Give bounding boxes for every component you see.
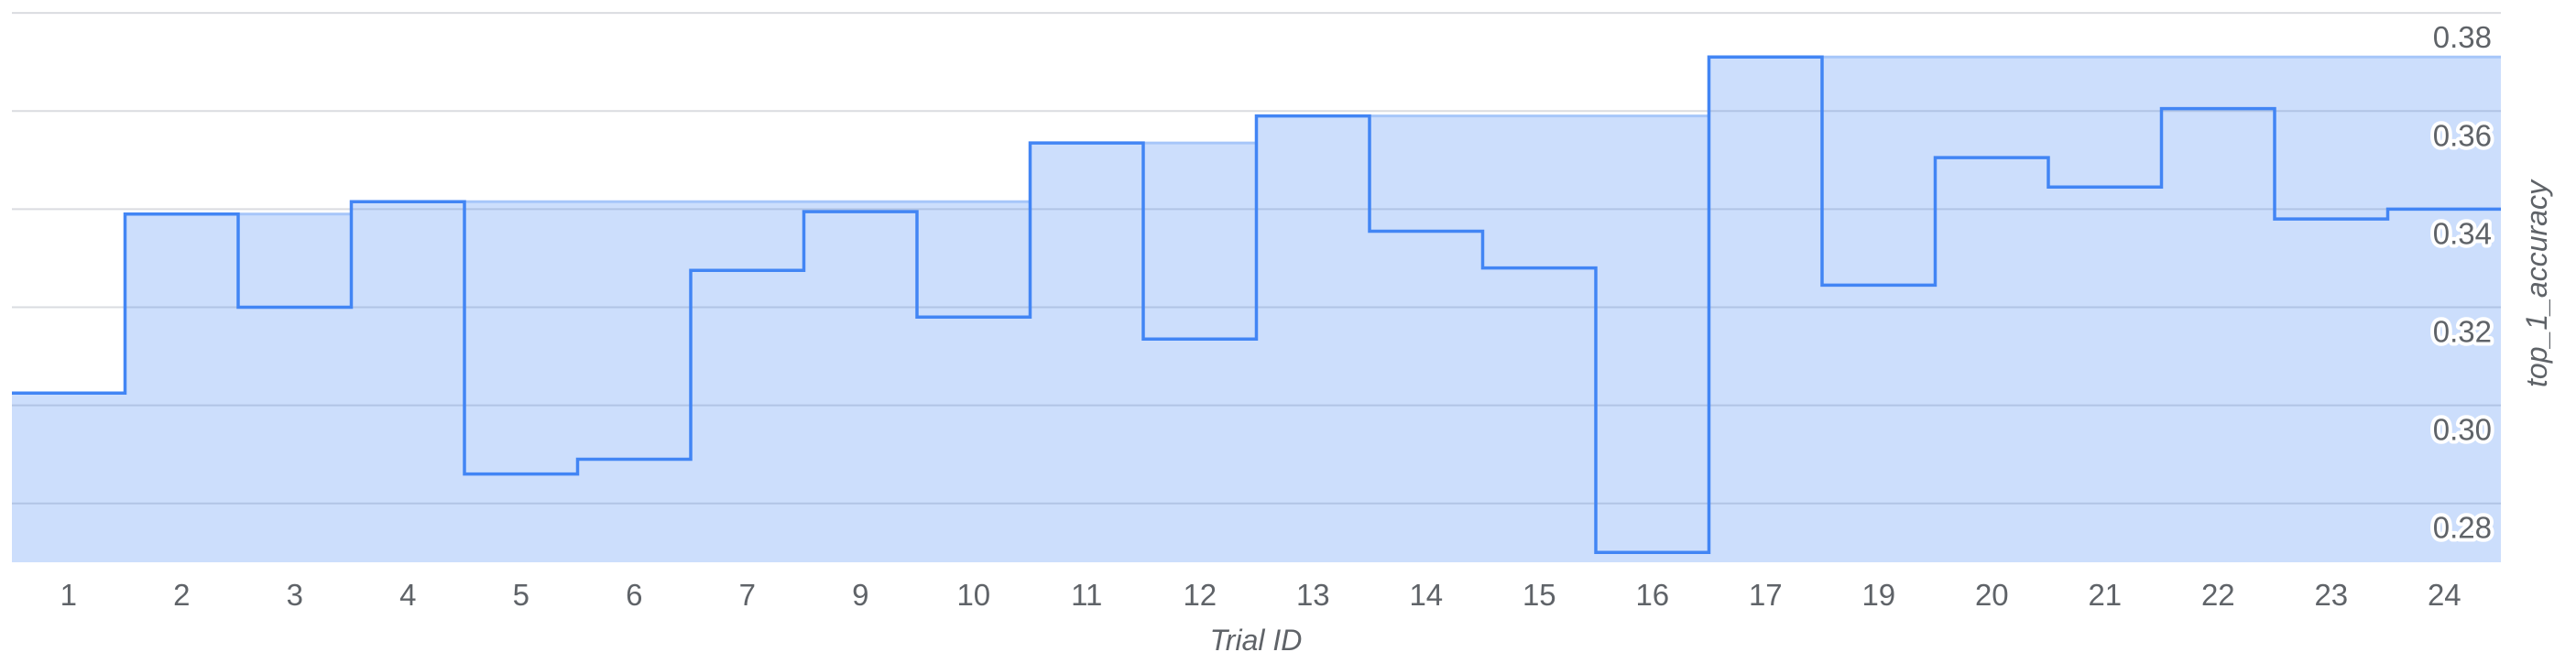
x-tick-label: 7 — [739, 578, 756, 612]
x-tick-label: 22 — [2201, 578, 2235, 612]
x-tick-label: 15 — [1523, 578, 1556, 612]
x-axis-title: Trial ID — [1210, 624, 1303, 657]
x-tick-label: 1 — [60, 578, 77, 612]
trial-value-line — [12, 55, 2501, 555]
x-tick-label: 16 — [1635, 578, 1669, 612]
x-tick-label: 10 — [956, 578, 990, 612]
y-tick-label: 0.28 — [2433, 511, 2492, 545]
x-tick-label: 21 — [2088, 578, 2122, 612]
y-tick-label: 0.32 — [2433, 315, 2492, 349]
y-tick-label: 0.38 — [2433, 20, 2492, 54]
x-tick-label: 24 — [2428, 578, 2461, 612]
y-axis-tick-labels: 0.38 0.36 0.34 0.32 0.30 0.28 — [2429, 16, 2495, 549]
trial-value-step-line — [12, 55, 2501, 555]
x-tick-label: 20 — [1975, 578, 2009, 612]
x-tick-label: 3 — [287, 578, 303, 612]
y-tick-label: 0.34 — [2433, 216, 2492, 250]
x-tick-label: 4 — [399, 578, 416, 612]
x-tick-label: 23 — [2314, 578, 2348, 612]
x-tick-label: 19 — [1861, 578, 1895, 612]
y-tick-label: 0.30 — [2433, 413, 2492, 447]
x-tick-label: 5 — [513, 578, 529, 612]
x-tick-label: 14 — [1409, 578, 1443, 612]
x-tick-label: 2 — [173, 578, 190, 612]
y-tick-label: 0.36 — [2433, 118, 2492, 152]
x-tick-label: 6 — [626, 578, 642, 612]
x-tick-label: 11 — [1071, 578, 1102, 612]
y-axis-title: top_1_accuracy — [2520, 179, 2553, 387]
x-tick-label: 17 — [1749, 578, 1783, 612]
x-tick-label: 12 — [1183, 578, 1217, 612]
x-tick-label: 13 — [1296, 578, 1330, 612]
x-tick-label: 9 — [852, 578, 868, 612]
x-axis-tick-labels: 1 2 3 4 5 6 7 9 10 11 12 13 14 15 16 17 19 20 21 22 23 24 — [60, 578, 2461, 612]
